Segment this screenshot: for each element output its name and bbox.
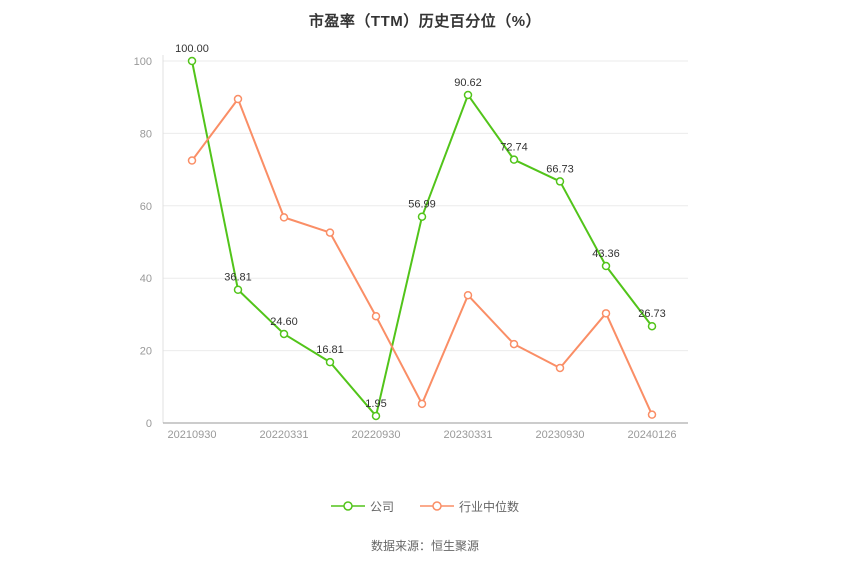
x-tick-label: 20230930 [536,429,585,441]
data-label: 36.81 [224,272,252,284]
data-point-公司 [417,212,427,221]
legend-marker-icon [420,501,454,511]
legend-item-公司[interactable]: 公司 [330,498,394,515]
data-point-行业中位数 [647,410,657,419]
data-point-公司 [279,329,289,339]
y-tick-label: 80 [140,128,152,140]
data-point-公司 [325,357,335,367]
chart-legend: 公司 行业中位数 [0,493,850,519]
y-tick-label: 60 [140,201,152,213]
data-label: 56.99 [408,199,436,211]
data-label: 26.73 [638,308,666,320]
series-line-公司 [191,60,653,417]
data-point-公司 [233,285,243,294]
data-point-公司 [647,321,657,331]
legend-marker-icon [330,501,365,511]
data-point-公司 [371,411,381,421]
y-tick-label: 40 [140,273,152,285]
data-label: 90.62 [454,77,482,89]
data-point-公司 [555,177,565,186]
y-tick-label: 0 [146,418,152,430]
data-label: 1.95 [365,398,386,410]
x-tick-label: 20220930 [352,429,401,441]
data-label: 16.81 [316,344,344,356]
data-point-行业中位数 [233,94,243,104]
chart-svg: 0 20 40 60 80 100 20210930 20220331 20220930 2023… [134,43,688,441]
data-point-行业中位数 [279,213,289,222]
data-point-公司 [509,155,519,164]
x-tick-label: 20210930 [168,429,217,441]
chart-title: 市盈率（TTM）历史百分位（%） [308,13,542,30]
data-point-行业中位数 [417,399,427,409]
legend-label: 行业中位数 [459,499,520,514]
data-label: 66.73 [546,163,574,175]
x-tick-label: 20220331 [260,429,309,441]
x-tick-label: 20230331 [444,429,493,441]
x-tick-label: 20240126 [628,429,677,441]
data-point-行业中位数 [509,339,519,349]
data-point-公司 [601,261,611,271]
data-point-行业中位数 [555,363,565,373]
data-point-行业中位数 [371,311,381,321]
data-point-公司 [187,56,197,66]
data-point-行业中位数 [601,309,611,318]
legend-label: 公司 [369,499,394,514]
data-label: 24.60 [270,316,298,328]
data-label: 43.36 [592,248,620,260]
y-tick-label: 20 [140,346,152,358]
data-label: 72.74 [500,142,528,154]
data-label: 100.00 [175,43,209,55]
data-point-公司 [463,90,473,100]
legend-item-行业中位数[interactable]: 行业中位数 [420,498,519,515]
data-point-行业中位数 [325,228,335,237]
data-point-行业中位数 [463,290,473,300]
data-point-行业中位数 [187,156,197,165]
data-source-note: 数据来源：恒生聚源 [370,539,479,553]
series-line-行业中位数 [191,98,653,416]
y-tick-label: 100 [134,56,152,68]
